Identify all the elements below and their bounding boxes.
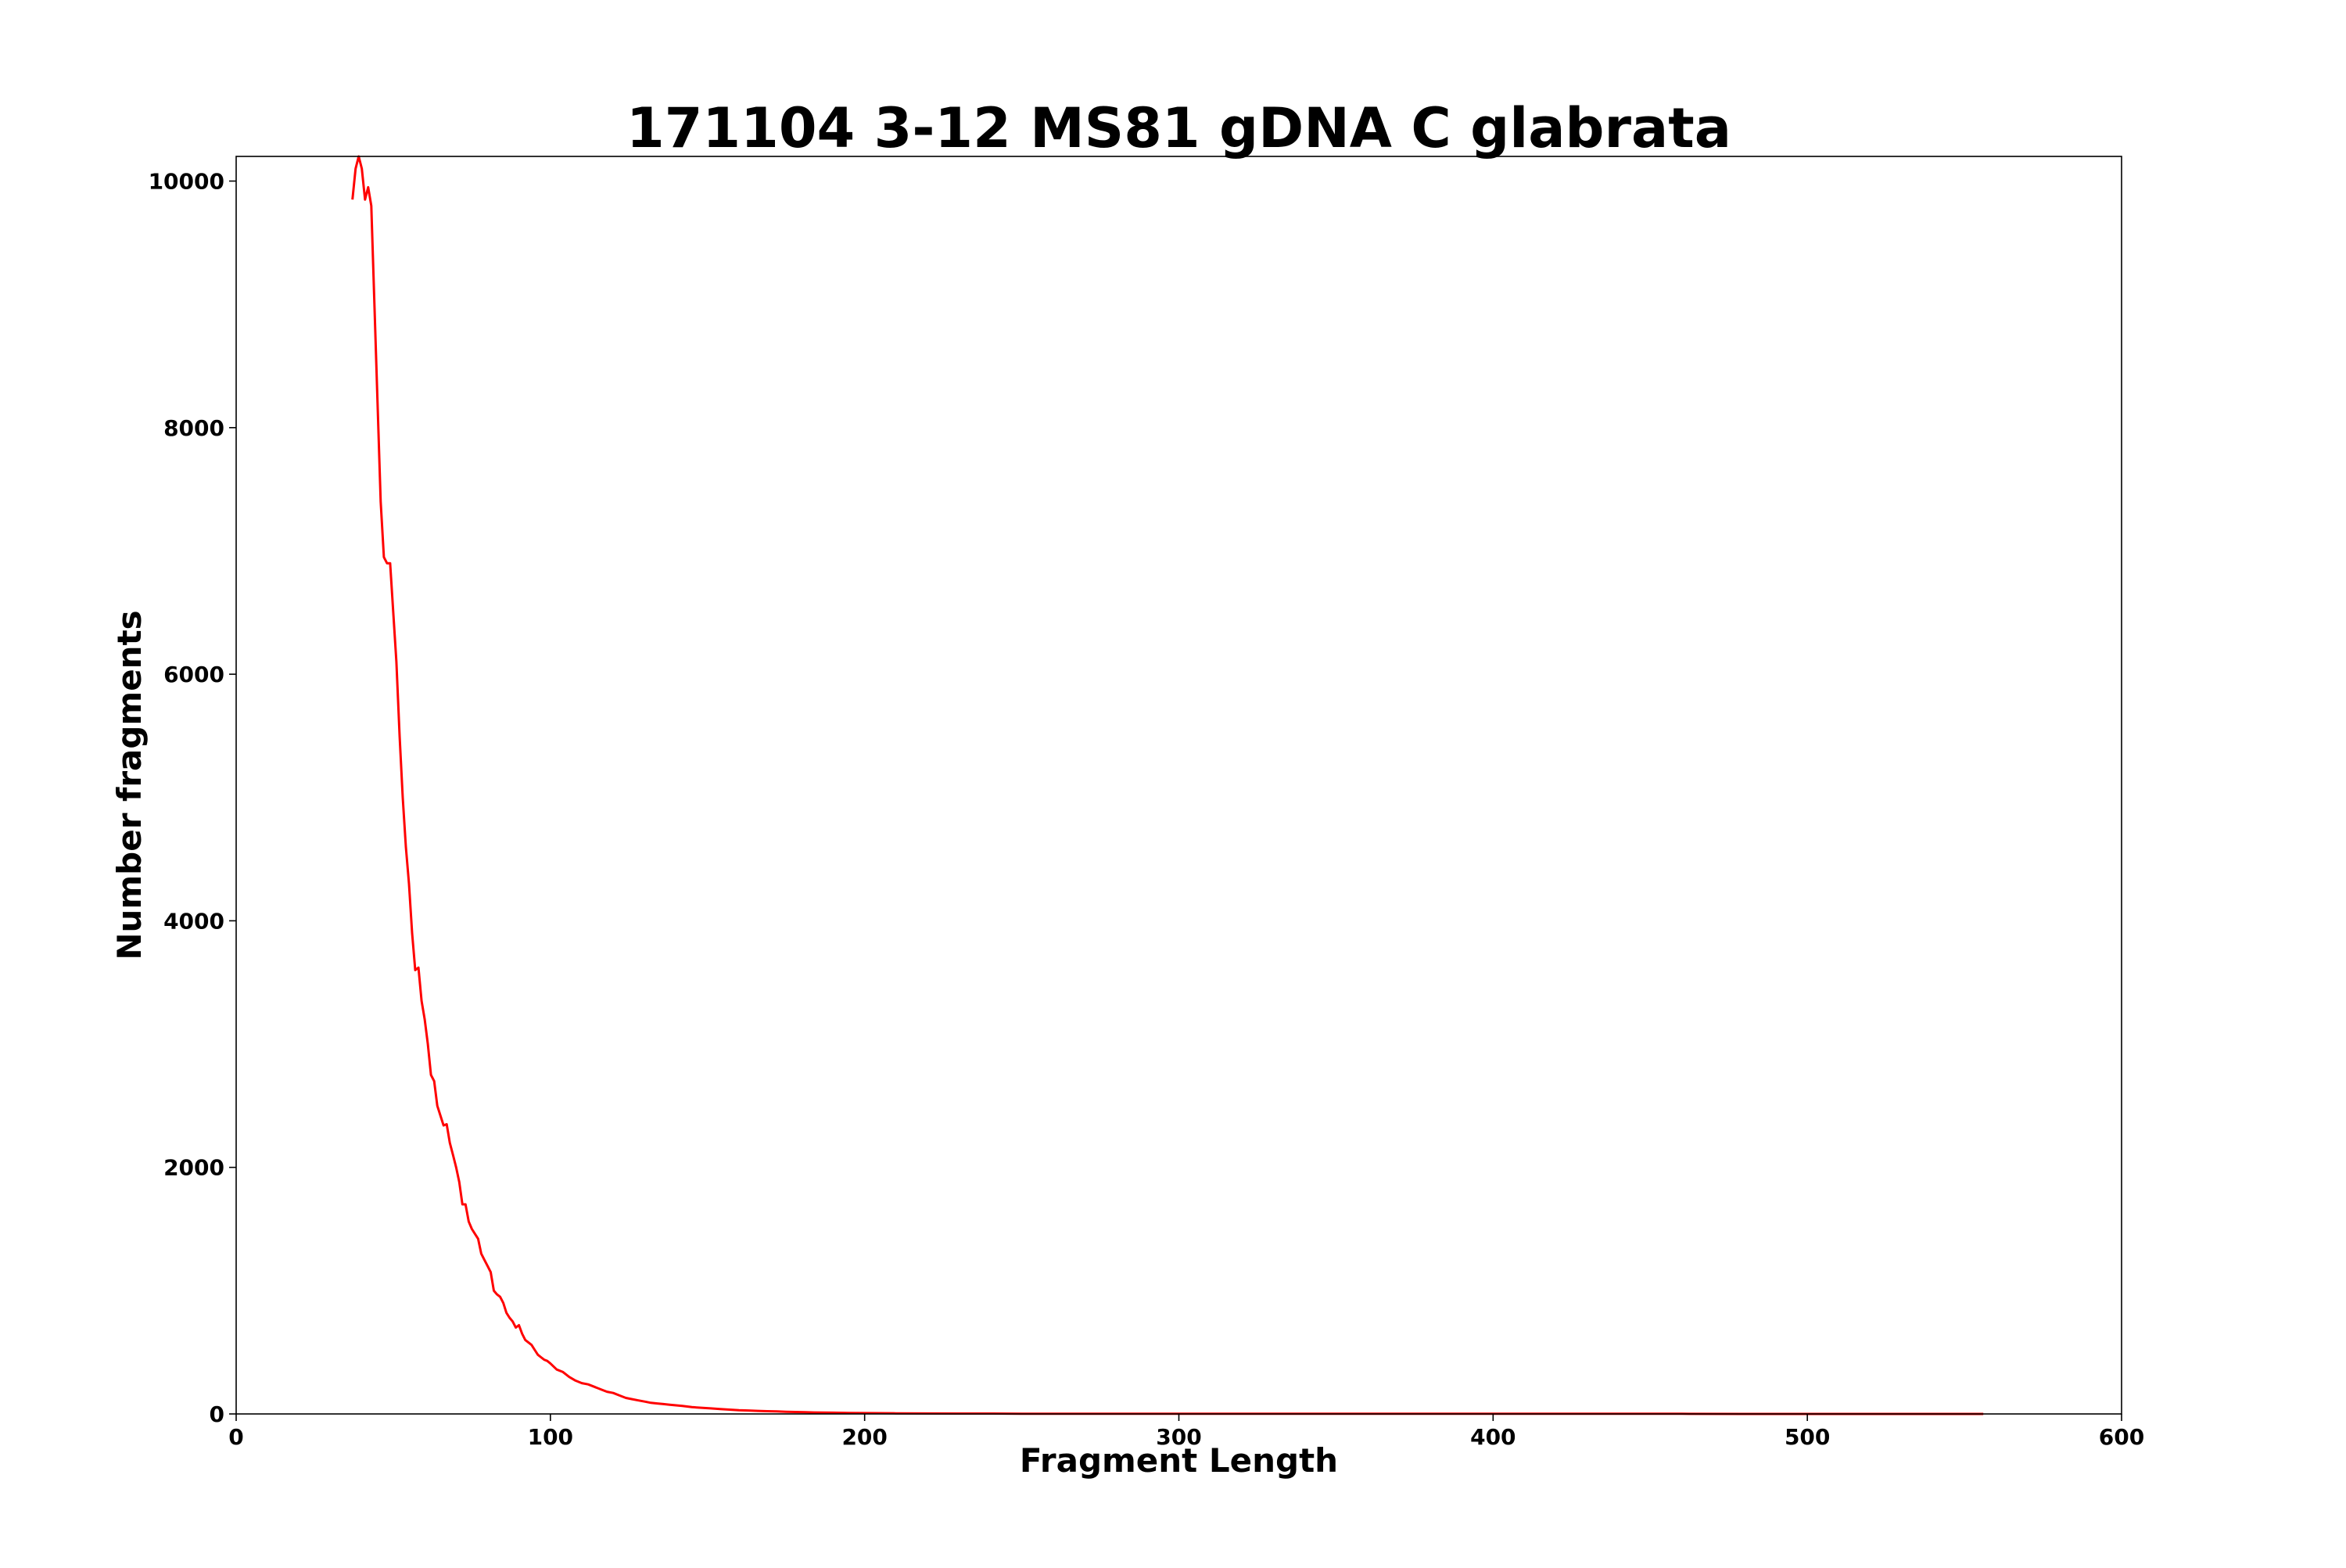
y-tick-label: 8000 [163,415,224,441]
x-tick-label: 500 [1785,1424,1830,1450]
x-tick-label: 0 [228,1424,243,1450]
x-tick-label: 600 [2099,1424,2144,1450]
y-axis-label: Number fragments [110,610,149,960]
chart-title: 171104 3-12 MS81 gDNA C glabrata [626,96,1731,160]
series-line [351,155,1984,1416]
x-tick-label: 200 [841,1424,887,1450]
y-tick-label: 4000 [163,908,224,934]
plot-frame [235,156,2122,1415]
x-axis-label: Fragment Length [1020,1441,1338,1480]
x-tick-label: 300 [1156,1424,1201,1450]
y-tick-label: 0 [210,1401,224,1427]
x-tick-label: 100 [528,1424,573,1450]
y-tick-label: 6000 [163,662,224,687]
y-tick-label: 2000 [163,1155,224,1181]
y-tick-label: 10000 [149,169,224,195]
x-tick-label: 400 [1470,1424,1516,1450]
